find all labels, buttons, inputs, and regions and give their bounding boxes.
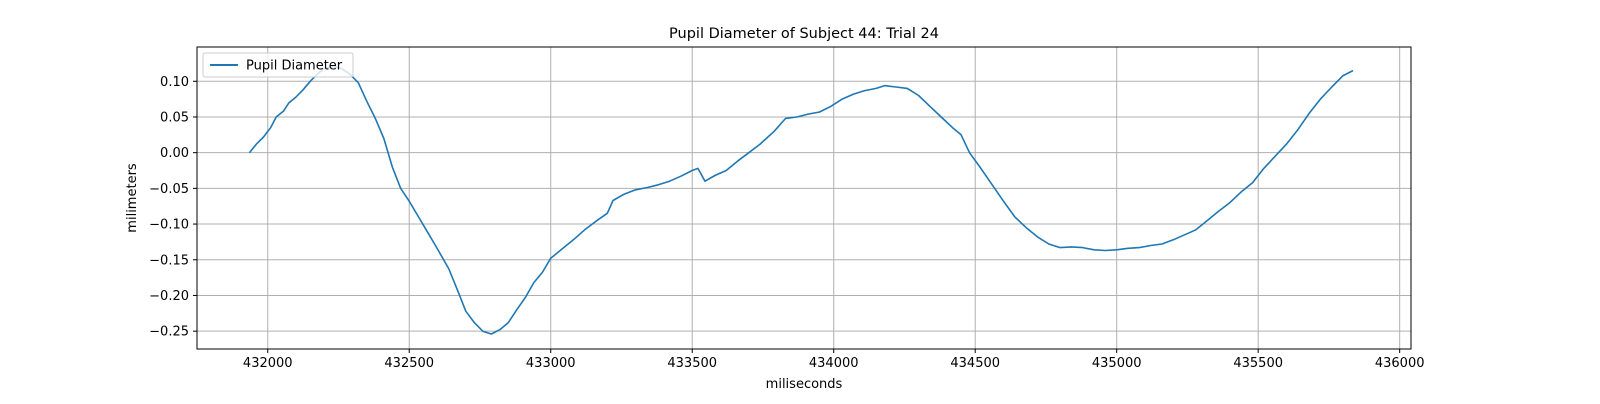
- x-tick-label: 435000: [1092, 356, 1142, 371]
- grid-lines: [197, 47, 1411, 349]
- y-axis-label: milimeters: [125, 163, 140, 233]
- y-axis-ticks: −0.25 −0.20 −0.15 −0.10 −0.05 0.00 0.05 0.10: [149, 75, 197, 340]
- x-tick-label: 432500: [384, 356, 434, 371]
- y-tick-label: −0.10: [149, 218, 189, 233]
- series-layer: [248, 65, 1354, 335]
- y-tick-label: −0.15: [149, 253, 189, 268]
- x-tick-label: 433000: [526, 356, 576, 371]
- x-tick-label: 434500: [950, 356, 1000, 371]
- y-tick-label: 0.05: [160, 110, 189, 125]
- x-axis-label: miliseconds: [766, 377, 843, 392]
- x-tick-label: 432000: [243, 356, 293, 371]
- x-axis-ticks: 432000 432500 433000 433500 434000 434500 4350…: [243, 349, 1425, 371]
- y-tick-label: −0.05: [149, 182, 189, 197]
- legend: Pupil Diameter: [202, 52, 354, 78]
- legend-label-pupil-diameter: Pupil Diameter: [246, 59, 343, 74]
- x-tick-label: 436000: [1375, 356, 1425, 371]
- series-line-pupil-diameter: [248, 65, 1354, 335]
- legend-box: [202, 52, 354, 78]
- x-tick-label: 435500: [1233, 356, 1283, 371]
- y-tick-label: −0.25: [149, 325, 189, 340]
- plot-frame: [196, 46, 1412, 350]
- x-tick-label: 434000: [809, 356, 859, 371]
- x-tick-label: 433500: [667, 356, 717, 371]
- chart-title: Pupil Diameter of Subject 44: Trial 24: [669, 26, 939, 42]
- y-tick-label: −0.20: [149, 289, 189, 304]
- y-tick-label: 0.00: [160, 146, 189, 161]
- y-tick-label: 0.10: [160, 75, 189, 90]
